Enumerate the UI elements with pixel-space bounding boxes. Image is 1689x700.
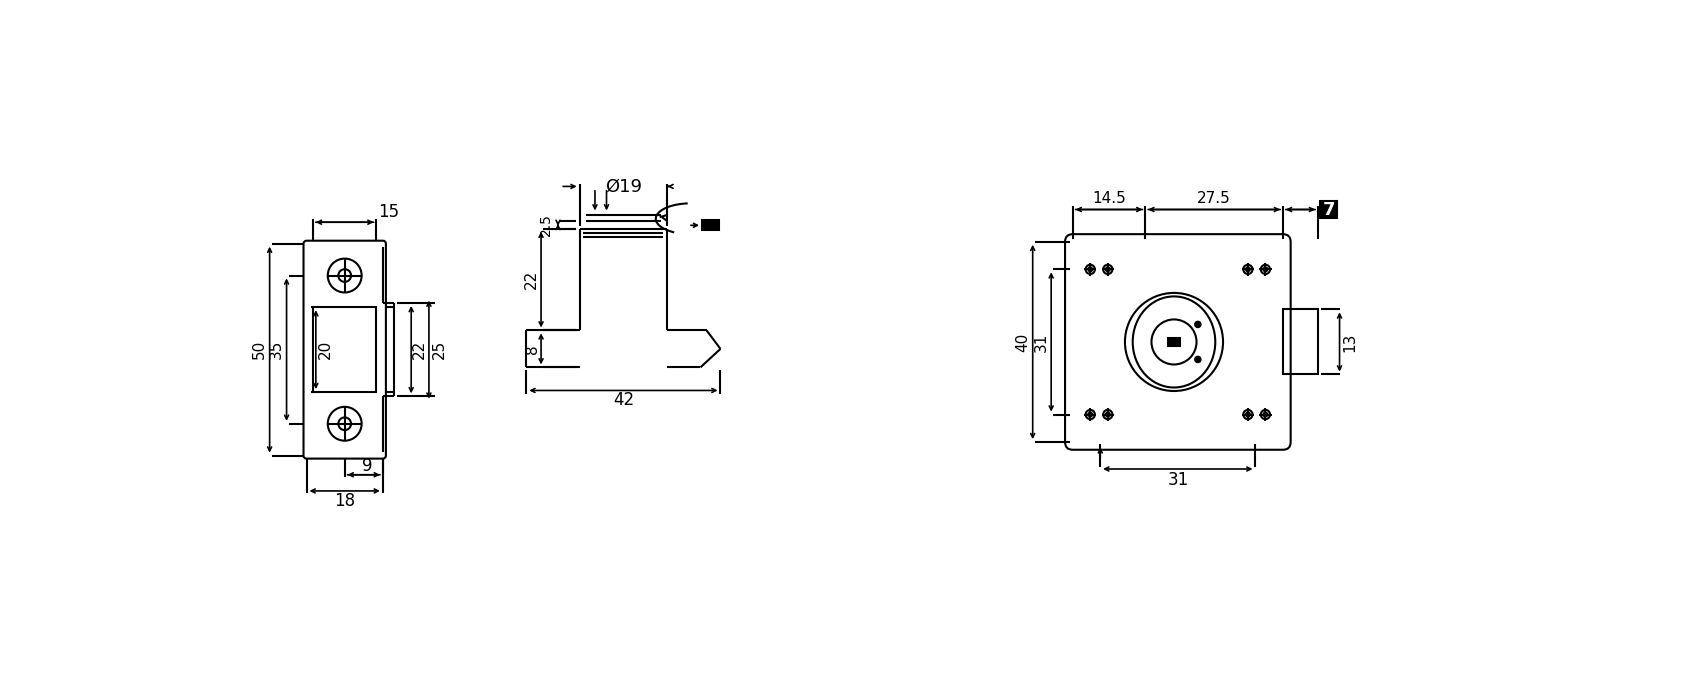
Text: 7: 7 [1322, 200, 1336, 218]
Bar [703, 220, 720, 230]
Text: 13: 13 [1343, 332, 1356, 351]
Bar [312, 307, 377, 392]
Text: 9: 9 [361, 457, 372, 475]
Text: 25: 25 [431, 340, 446, 359]
Bar [1321, 201, 1338, 218]
Text: 50: 50 [252, 340, 267, 359]
Text: 18: 18 [334, 492, 355, 510]
Text: 42: 42 [613, 391, 633, 409]
Text: 8: 8 [525, 344, 540, 354]
Text: 20: 20 [318, 340, 333, 359]
Text: 31: 31 [1034, 332, 1049, 351]
Circle shape [1194, 356, 1201, 363]
Bar [1284, 309, 1317, 374]
Text: 35: 35 [269, 340, 284, 359]
Text: 40: 40 [1015, 332, 1030, 351]
Circle shape [1194, 321, 1201, 328]
Text: 1: 1 [706, 218, 716, 232]
Text: 14.5: 14.5 [1093, 191, 1127, 206]
Text: 7: 7 [1322, 200, 1334, 218]
Text: 22: 22 [524, 270, 539, 289]
Text: 22: 22 [412, 340, 427, 359]
Text: 2.5: 2.5 [539, 214, 552, 236]
Text: 15: 15 [378, 203, 400, 221]
FancyBboxPatch shape [1066, 234, 1290, 450]
Text: Ø19: Ø19 [605, 177, 642, 195]
Bar [1167, 338, 1181, 346]
Text: 27.5: 27.5 [1198, 191, 1231, 206]
Text: 31: 31 [1167, 471, 1189, 489]
FancyBboxPatch shape [304, 241, 385, 458]
Text: 7: 7 [1322, 200, 1334, 218]
